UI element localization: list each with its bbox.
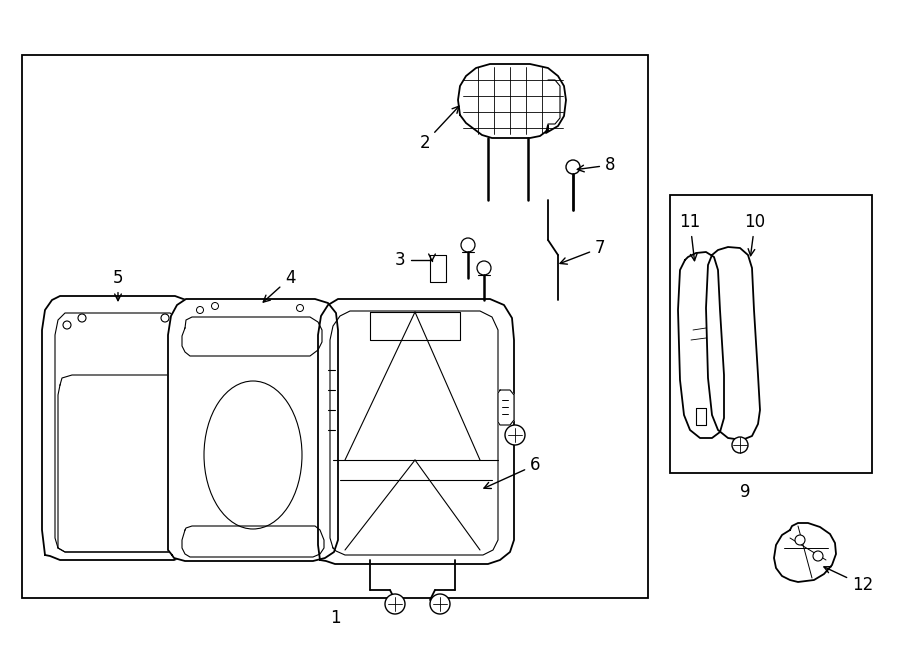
Polygon shape xyxy=(318,299,514,564)
Circle shape xyxy=(385,594,405,614)
Bar xyxy=(22,55,648,598)
Text: 7: 7 xyxy=(560,239,606,264)
Text: 12: 12 xyxy=(824,566,873,594)
Text: 3: 3 xyxy=(394,251,436,269)
Circle shape xyxy=(78,314,86,322)
Text: 10: 10 xyxy=(744,213,766,256)
Circle shape xyxy=(212,303,219,309)
Polygon shape xyxy=(706,247,760,440)
Circle shape xyxy=(196,307,203,313)
Circle shape xyxy=(795,535,805,545)
Polygon shape xyxy=(678,252,724,438)
Text: 8: 8 xyxy=(577,156,616,174)
Polygon shape xyxy=(774,523,836,582)
Polygon shape xyxy=(458,64,566,138)
Bar xyxy=(670,195,872,473)
Text: 1: 1 xyxy=(329,609,340,627)
Circle shape xyxy=(461,238,475,252)
Polygon shape xyxy=(696,408,706,425)
Circle shape xyxy=(813,551,823,561)
Text: 2: 2 xyxy=(419,106,459,152)
Polygon shape xyxy=(42,296,194,560)
Circle shape xyxy=(505,425,525,445)
Polygon shape xyxy=(168,299,338,561)
Text: 6: 6 xyxy=(484,456,541,488)
Polygon shape xyxy=(430,255,446,282)
Circle shape xyxy=(161,314,169,322)
Polygon shape xyxy=(498,390,514,425)
Circle shape xyxy=(477,261,491,275)
Text: 9: 9 xyxy=(740,483,751,501)
Text: 4: 4 xyxy=(263,269,295,302)
Ellipse shape xyxy=(204,381,302,529)
Circle shape xyxy=(732,437,748,453)
Text: 5: 5 xyxy=(112,269,123,301)
Circle shape xyxy=(430,594,450,614)
Circle shape xyxy=(63,321,71,329)
Text: 11: 11 xyxy=(680,213,700,260)
Circle shape xyxy=(566,160,580,174)
Circle shape xyxy=(296,305,303,311)
